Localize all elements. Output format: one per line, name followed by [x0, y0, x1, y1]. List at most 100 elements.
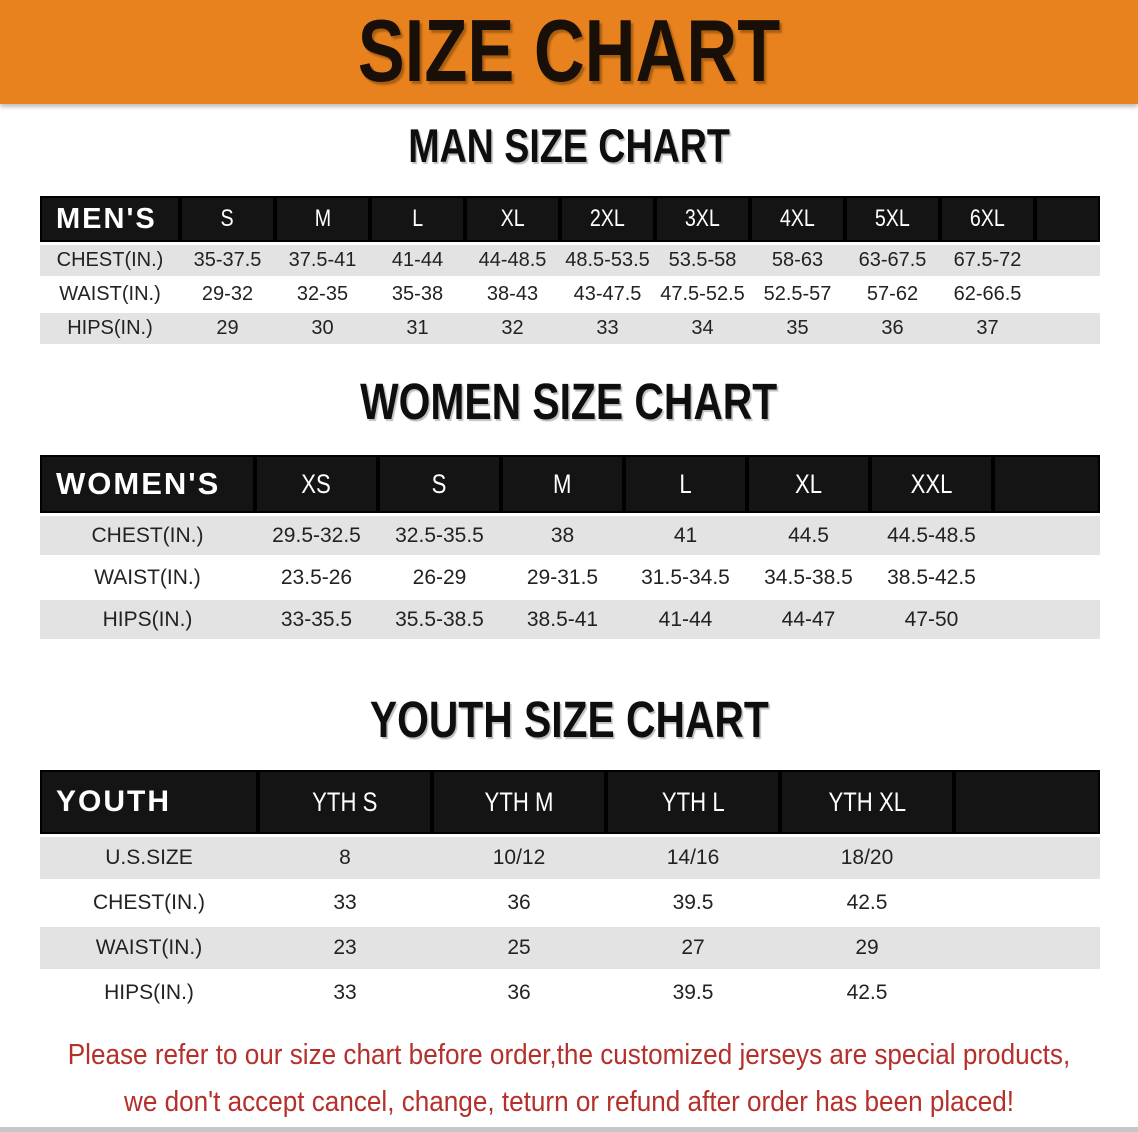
table-row: WAIST(IN.) 23 25 27 29	[40, 927, 1100, 972]
disclaimer-text: Please refer to our size chart before or…	[0, 1032, 1138, 1126]
value-cell: 42.5	[780, 972, 954, 1017]
youth-size-chart-heading-text: YOUTH SIZE CHART	[369, 691, 769, 748]
row-label-cell: WAIST(IN.)	[40, 279, 180, 313]
value-cell: 53.5-58	[655, 245, 750, 279]
value-cell: 29.5-32.5	[255, 516, 378, 558]
value-cell: 44-48.5	[465, 245, 560, 279]
value-cell: 23.5-26	[255, 558, 378, 600]
value-cell: 52.5-57	[750, 279, 845, 313]
value-cell: 36	[432, 972, 606, 1017]
value-cell: 57-62	[845, 279, 940, 313]
size-header-cell: 5XL	[845, 196, 940, 245]
youth-size-table: YOUTH YTH S YTH M YTH L YTH XL U.S.SIZE 8 10/12…	[40, 770, 1100, 1017]
table-row: HIPS(IN.) 33 36 39.5 42.5	[40, 972, 1100, 1017]
header-cell-text: XS	[301, 468, 332, 499]
size-header-cell: L	[624, 455, 747, 516]
header-cell-text: YTH M	[484, 786, 554, 817]
table-title-cell: YOUTH	[40, 770, 258, 837]
value-cell: 62-66.5	[940, 279, 1035, 313]
value-cell: 38-43	[465, 279, 560, 313]
women-size-table: WOMEN'S XS S M L XL XXL CHEST(IN.) 29.5-32.5 32.5…	[40, 455, 1100, 642]
size-header-cell: S	[378, 455, 501, 516]
header-cell-text: YTH L	[661, 786, 725, 817]
size-chart-banner: SIZE CHART	[0, 0, 1138, 104]
table-row: WAIST(IN.) 23.5-26 26-29 29-31.5 31.5-34.5 34…	[40, 558, 1100, 600]
header-cell-text: 4XL	[779, 205, 816, 232]
header-cell-text: L	[412, 205, 423, 232]
header-row: YOUTH YTH S YTH M YTH L YTH XL	[40, 770, 1100, 837]
row-label-cell: WAIST(IN.)	[40, 558, 255, 600]
value-cell: 44-47	[747, 600, 870, 642]
value-cell: 47.5-52.5	[655, 279, 750, 313]
banner-title: SIZE CHART	[357, 1, 781, 100]
women-size-chart-heading: WOMEN SIZE CHART	[0, 372, 1138, 432]
value-cell: 35-38	[370, 279, 465, 313]
header-cell-text: YTH S	[312, 786, 378, 817]
header-cell-text: L	[679, 468, 692, 499]
filler-cell	[993, 558, 1100, 600]
size-header-cell: S	[180, 196, 275, 245]
value-cell: 35.5-38.5	[378, 600, 501, 642]
value-cell: 48.5-53.5	[560, 245, 655, 279]
row-label-cell: U.S.SIZE	[40, 837, 258, 882]
filler-cell	[954, 882, 1100, 927]
size-header-cell: YTH L	[606, 770, 780, 837]
header-cell-text: S	[220, 205, 235, 232]
size-header-cell: XXL	[870, 455, 993, 516]
size-header-cell: 2XL	[560, 196, 655, 245]
filler-cell	[1035, 279, 1100, 313]
filler-cell	[954, 837, 1100, 882]
value-cell: 32	[465, 313, 560, 347]
row-label-cell: CHEST(IN.)	[40, 245, 180, 279]
row-label-cell: CHEST(IN.)	[40, 516, 255, 558]
value-cell: 34	[655, 313, 750, 347]
value-cell: 23	[258, 927, 432, 972]
size-header-cell: XL	[465, 196, 560, 245]
row-label-cell: HIPS(IN.)	[40, 313, 180, 347]
header-cell-text: 3XL	[684, 205, 721, 232]
size-header-cell: 3XL	[655, 196, 750, 245]
value-cell: 35-37.5	[180, 245, 275, 279]
header-cell-text: 5XL	[874, 205, 911, 232]
value-cell: 36	[432, 882, 606, 927]
value-cell: 39.5	[606, 882, 780, 927]
header-cell-text: XL	[500, 205, 525, 232]
men-size-table: MEN'S S M L XL 2XL 3XL 4XL 5XL 6XL CHEST(IN.) 35-37…	[40, 196, 1100, 347]
header-cell-text: YTH XL	[828, 786, 906, 817]
disclaimer-line-1: Please refer to our size chart before or…	[67, 1039, 1071, 1071]
value-cell: 38.5-42.5	[870, 558, 993, 600]
filler-cell	[993, 455, 1100, 516]
filler-cell	[954, 972, 1100, 1017]
value-cell: 31.5-34.5	[624, 558, 747, 600]
man-size-chart-heading-text: MAN SIZE CHART	[408, 119, 730, 172]
size-header-cell: YTH M	[432, 770, 606, 837]
value-cell: 29-32	[180, 279, 275, 313]
filler-cell	[954, 770, 1100, 837]
row-label-cell: CHEST(IN.)	[40, 882, 258, 927]
header-cell-text: XL	[794, 468, 823, 499]
table-title-cell: MEN'S	[40, 196, 180, 245]
header-cell-text: M	[553, 468, 572, 499]
value-cell: 25	[432, 927, 606, 972]
value-cell: 33	[258, 972, 432, 1017]
header-cell-text: M	[314, 205, 331, 232]
value-cell: 63-67.5	[845, 245, 940, 279]
header-cell-text: XXL	[910, 468, 953, 499]
value-cell: 27	[606, 927, 780, 972]
value-cell: 33-35.5	[255, 600, 378, 642]
size-header-cell: XS	[255, 455, 378, 516]
value-cell: 38.5-41	[501, 600, 624, 642]
header-cell-text: 2XL	[589, 205, 626, 232]
header-cell-text: YOUTH	[56, 785, 171, 818]
header-cell-text: MEN'S	[56, 202, 157, 235]
value-cell: 32-35	[275, 279, 370, 313]
man-size-chart-heading: MAN SIZE CHART	[0, 118, 1138, 174]
filler-cell	[993, 516, 1100, 558]
women-size-chart-heading-text: WOMEN SIZE CHART	[360, 373, 778, 430]
table-row: CHEST(IN.) 33 36 39.5 42.5	[40, 882, 1100, 927]
value-cell: 44.5	[747, 516, 870, 558]
size-header-cell: YTH S	[258, 770, 432, 837]
value-cell: 33	[258, 882, 432, 927]
table-row: U.S.SIZE 8 10/12 14/16 18/20	[40, 837, 1100, 882]
